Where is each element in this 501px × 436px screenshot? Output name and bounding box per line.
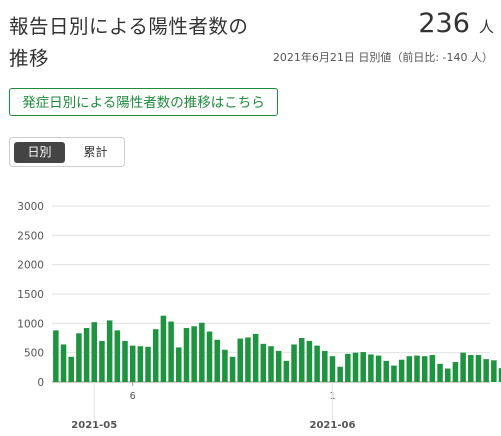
bar[interactable] [429,355,436,382]
bar[interactable] [375,355,382,382]
bar[interactable] [314,345,320,382]
bar[interactable] [137,346,144,382]
bar[interactable] [468,355,474,382]
x-tick-label: 6 [130,391,136,402]
bar[interactable] [329,356,336,382]
latest-count-subtitle: 2021年6月21日 日別値（前日比: -140 人） [272,51,493,64]
latest-count-unit: 人 [478,18,494,36]
y-tick-label: 0 [37,377,44,389]
bar[interactable] [406,356,413,382]
bar[interactable] [460,352,466,382]
bar[interactable] [252,333,259,382]
onset-date-chart-link[interactable]: 発症日別による陽性者数の推移はこちら [9,88,278,116]
bar[interactable] [421,356,428,382]
bar[interactable] [199,322,205,382]
latest-count: 236 人 [418,8,494,39]
bar[interactable] [352,352,359,382]
bar[interactable] [245,337,251,382]
y-tick-label: 500 [24,348,44,360]
latest-count-value: 236 [418,8,470,39]
bar[interactable] [360,352,366,382]
bar[interactable] [60,344,67,382]
y-tick-label: 3000 [17,201,44,213]
bar[interactable] [214,339,220,382]
bar[interactable] [114,330,121,382]
y-tick-label: 2500 [17,230,44,242]
tab-daily[interactable]: 日別 [14,142,65,163]
bar[interactable] [122,340,128,382]
bar[interactable] [322,350,328,382]
bar[interactable] [160,315,167,382]
bar[interactable] [76,333,82,382]
page-title: 報告日別による陽性者数の推移 [9,15,249,70]
bar[interactable] [222,349,228,382]
bar[interactable] [68,356,74,382]
y-tick-label: 1000 [17,318,44,330]
bar[interactable] [152,329,159,382]
bar[interactable] [298,338,305,382]
y-tick-label: 2000 [17,260,44,272]
bar[interactable] [268,346,274,382]
y-tick-label: 1500 [17,289,44,301]
x-month-label: 2021-06 [310,420,356,431]
bar[interactable] [168,321,174,382]
bar[interactable] [206,331,213,382]
bar[interactable] [391,365,397,382]
bar[interactable] [345,353,351,382]
bar[interactable] [368,354,374,382]
bar[interactable] [183,328,190,382]
bar[interactable] [283,360,290,382]
bar[interactable] [99,340,105,382]
bar[interactable] [237,338,244,382]
bar[interactable] [176,347,182,382]
bar[interactable] [498,368,501,382]
view-toggle: 日別 累計 [9,137,125,167]
bar[interactable] [83,328,90,382]
bar[interactable] [191,326,197,382]
bar[interactable] [475,355,482,382]
tab-cumulative[interactable]: 累計 [83,145,108,159]
bar[interactable] [129,345,136,382]
x-month-label: 2021-05 [71,420,117,431]
bar[interactable] [229,356,236,382]
bar[interactable] [383,360,390,382]
bar[interactable] [483,359,489,382]
bar[interactable] [398,359,405,382]
bar[interactable] [260,343,267,382]
bar[interactable] [53,330,59,382]
bar[interactable] [452,362,459,382]
bar[interactable] [106,320,113,382]
bar[interactable] [491,360,497,382]
bar[interactable] [414,355,420,382]
bar[interactable] [444,368,451,382]
bar[interactable] [91,322,98,382]
bar[interactable] [145,346,151,382]
bar[interactable] [291,344,297,382]
bar[interactable] [306,340,313,382]
bar[interactable] [275,350,282,382]
bar[interactable] [337,366,343,382]
bar[interactable] [437,363,443,382]
